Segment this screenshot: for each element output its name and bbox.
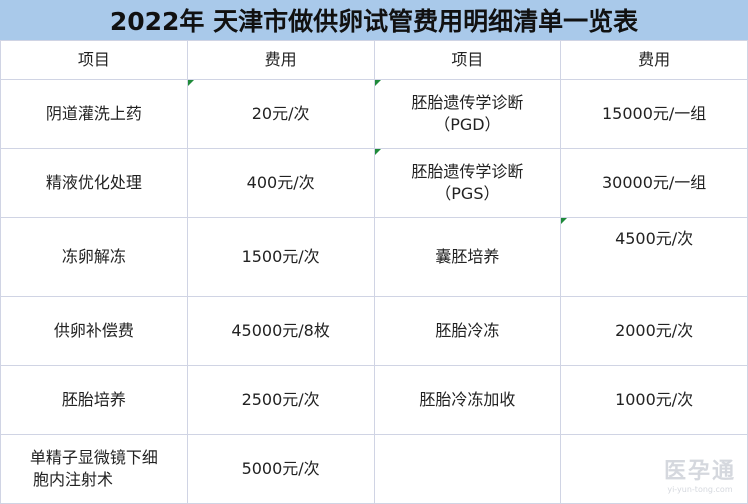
- fee-cell: [560, 434, 748, 504]
- item-cell: 囊胚培养: [373, 217, 562, 297]
- table-row: 阴道灌洗上药 20元/次 胚胎遗传学诊断 （PGD） 15000元/一组: [0, 79, 748, 149]
- item-cell: 阴道灌洗上药: [0, 79, 188, 149]
- item-cell: 供卵补偿费: [0, 296, 188, 366]
- comment-marker-icon: [374, 149, 381, 155]
- item-text: 单精子显微镜下细: [29, 448, 158, 467]
- item-text-sub: （PGD）: [434, 115, 501, 134]
- fee-cell: 30000元/一组: [560, 148, 748, 218]
- comment-marker-icon: [187, 80, 194, 86]
- item-cell: 精液优化处理: [0, 148, 188, 218]
- item-cell: 胚胎培养: [0, 365, 188, 435]
- fee-text: 20元/次: [251, 104, 310, 123]
- item-text-sub: 胞内注射术: [33, 470, 114, 489]
- watermark-text: 医孕通: [663, 459, 736, 484]
- item-text: 胚胎遗传学诊断: [411, 162, 524, 181]
- header-item-1: 项目: [0, 40, 188, 80]
- item-text: 胚胎遗传学诊断: [411, 93, 524, 112]
- fee-text: 4500元/次: [615, 229, 694, 248]
- page-title: 2022年 天津市做供卵试管费用明细清单一览表: [0, 0, 748, 41]
- header-fee-1: 费用: [186, 40, 375, 80]
- table-header-row: 项目 费用 项目 费用: [0, 40, 748, 80]
- fee-cell: 4500元/次: [560, 217, 748, 297]
- fee-cell: 5000元/次: [186, 434, 375, 504]
- watermark-logo: 医孕通 yi-yun-tong.com: [664, 453, 736, 494]
- item-cell: 胚胎遗传学诊断 （PGS）: [373, 148, 562, 218]
- header-fee-2: 费用: [560, 40, 748, 80]
- table-row: 单精子显微镜下细胞内注射术 5000元/次: [0, 434, 748, 504]
- fee-cell: 1000元/次: [560, 365, 748, 435]
- comment-marker-icon: [374, 80, 381, 86]
- table-row: 供卵补偿费 45000元/8枚 胚胎冷冻 2000元/次: [0, 296, 748, 366]
- fee-table: 项目 费用 项目 费用 阴道灌洗上药 20元/次 胚胎遗传学诊断 （PGD） 15…: [0, 40, 748, 504]
- fee-cell: 400元/次: [186, 148, 375, 218]
- item-cell: 胚胎冷冻: [373, 296, 562, 366]
- item-cell: 冻卵解冻: [0, 217, 188, 297]
- fee-cell: 15000元/一组: [560, 79, 748, 149]
- fee-cell: 20元/次: [186, 79, 375, 149]
- fee-cell: 45000元/8枚: [186, 296, 375, 366]
- fee-cell: 1500元/次: [186, 217, 375, 297]
- table-row: 精液优化处理 400元/次 胚胎遗传学诊断 （PGS） 30000元/一组: [0, 148, 748, 218]
- item-text-sub: （PGS）: [435, 184, 500, 203]
- item-cell: [373, 434, 562, 504]
- table-row: 冻卵解冻 1500元/次 囊胚培养 4500元/次: [0, 217, 748, 297]
- table-row: 胚胎培养 2500元/次 胚胎冷冻加收 1000元/次: [0, 365, 748, 435]
- fee-cell: 2500元/次: [186, 365, 375, 435]
- fee-cell: 2000元/次: [560, 296, 748, 366]
- item-cell: 胚胎遗传学诊断 （PGD）: [373, 79, 562, 149]
- item-cell: 单精子显微镜下细胞内注射术: [0, 434, 188, 504]
- comment-marker-icon: [561, 218, 568, 224]
- header-item-2: 项目: [373, 40, 562, 80]
- item-cell: 胚胎冷冻加收: [373, 365, 562, 435]
- watermark-url: yi-yun-tong.com: [667, 485, 733, 494]
